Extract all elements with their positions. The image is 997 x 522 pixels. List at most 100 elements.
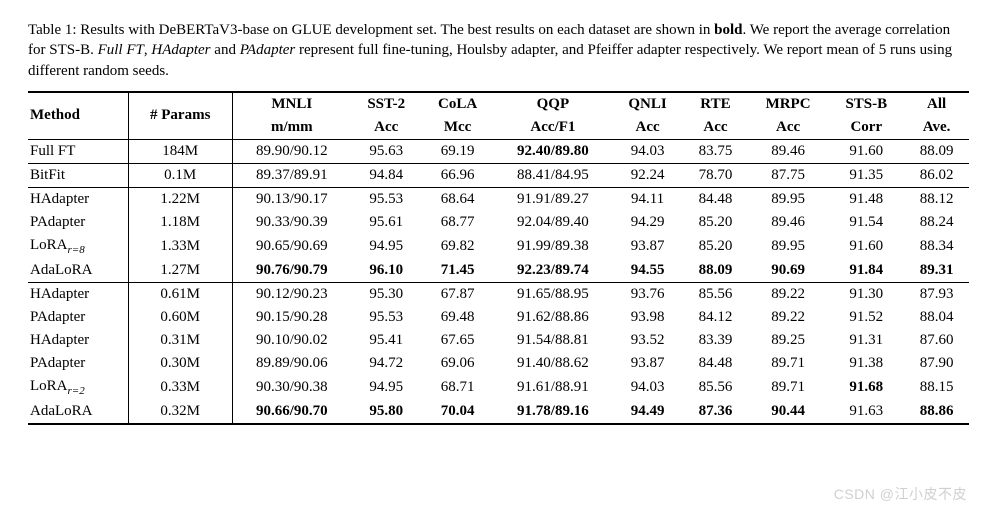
stsb-cell: 91.52 bbox=[828, 306, 904, 329]
params-cell: 1.22M bbox=[128, 187, 232, 211]
sst2-cell: 94.72 bbox=[351, 352, 421, 375]
stsb-cell: 91.68 bbox=[828, 375, 904, 400]
cola-cell: 68.64 bbox=[421, 187, 493, 211]
sst2-cell: 94.95 bbox=[351, 375, 421, 400]
all-cell: 89.31 bbox=[904, 259, 969, 283]
sst2-cell: 95.53 bbox=[351, 187, 421, 211]
mnli-cell: 90.33/90.39 bbox=[232, 211, 351, 234]
caption-italic-1: Full FT bbox=[98, 42, 144, 58]
cola-cell: 70.04 bbox=[421, 400, 493, 424]
mrpc-cell: 87.75 bbox=[748, 163, 829, 187]
stsb-cell: 91.60 bbox=[828, 234, 904, 259]
table-row: HAdapter1.22M90.13/90.1795.5368.6491.91/… bbox=[28, 187, 969, 211]
table-row: AdaLoRA1.27M90.76/90.7996.1071.4592.23/8… bbox=[28, 259, 969, 283]
sst2-cell: 95.30 bbox=[351, 282, 421, 306]
stsb-cell: 91.35 bbox=[828, 163, 904, 187]
params-cell: 1.18M bbox=[128, 211, 232, 234]
caption-bold-word: bold bbox=[714, 22, 742, 38]
stsb-cell: 91.30 bbox=[828, 282, 904, 306]
params-cell: 0.32M bbox=[128, 400, 232, 424]
all-cell: 88.34 bbox=[904, 234, 969, 259]
qqp-cell: 91.78/89.16 bbox=[494, 400, 612, 424]
rte-cell: 83.39 bbox=[683, 329, 748, 352]
table-row: PAdapter1.18M90.33/90.3995.6168.7792.04/… bbox=[28, 211, 969, 234]
cola-cell: 69.06 bbox=[421, 352, 493, 375]
method-cell: HAdapter bbox=[28, 187, 128, 211]
qqp-cell: 92.04/89.40 bbox=[494, 211, 612, 234]
subheader-rte: Acc bbox=[683, 116, 748, 140]
subheader-sst2: Acc bbox=[351, 116, 421, 140]
mrpc-cell: 89.95 bbox=[748, 234, 829, 259]
cola-cell: 68.71 bbox=[421, 375, 493, 400]
rte-cell: 85.56 bbox=[683, 375, 748, 400]
all-cell: 88.86 bbox=[904, 400, 969, 424]
stsb-cell: 91.84 bbox=[828, 259, 904, 283]
table-row: LoRAr=81.33M90.65/90.6994.9569.8291.99/8… bbox=[28, 234, 969, 259]
mrpc-cell: 89.71 bbox=[748, 352, 829, 375]
params-cell: 0.33M bbox=[128, 375, 232, 400]
stsb-cell: 91.31 bbox=[828, 329, 904, 352]
method-cell: AdaLoRA bbox=[28, 259, 128, 283]
sst2-cell: 95.63 bbox=[351, 139, 421, 163]
subheader-all: Ave. bbox=[904, 116, 969, 140]
sst2-cell: 94.95 bbox=[351, 234, 421, 259]
caption-c2: and bbox=[211, 42, 240, 58]
sst2-cell: 96.10 bbox=[351, 259, 421, 283]
qqp-cell: 91.40/88.62 bbox=[494, 352, 612, 375]
mrpc-cell: 89.22 bbox=[748, 282, 829, 306]
subheader-mnli: m/mm bbox=[232, 116, 351, 140]
rte-cell: 85.20 bbox=[683, 211, 748, 234]
mrpc-cell: 89.46 bbox=[748, 211, 829, 234]
qnli-cell: 94.55 bbox=[612, 259, 683, 283]
params-cell: 0.1M bbox=[128, 163, 232, 187]
params-cell: 1.33M bbox=[128, 234, 232, 259]
table-row: HAdapter0.61M90.12/90.2395.3067.8791.65/… bbox=[28, 282, 969, 306]
method-cell: HAdapter bbox=[28, 282, 128, 306]
qnli-cell: 93.98 bbox=[612, 306, 683, 329]
cola-cell: 69.82 bbox=[421, 234, 493, 259]
rte-cell: 84.48 bbox=[683, 187, 748, 211]
mnli-cell: 90.13/90.17 bbox=[232, 187, 351, 211]
mnli-cell: 89.90/90.12 bbox=[232, 139, 351, 163]
header-params: # Params bbox=[128, 92, 232, 140]
table-row: PAdapter0.60M90.15/90.2895.5369.4891.62/… bbox=[28, 306, 969, 329]
caption-italic-3: PAdapter bbox=[240, 42, 296, 58]
mrpc-cell: 89.46 bbox=[748, 139, 829, 163]
sst2-cell: 95.80 bbox=[351, 400, 421, 424]
table-row: PAdapter0.30M89.89/90.0694.7269.0691.40/… bbox=[28, 352, 969, 375]
header-stsb: STS-B bbox=[828, 92, 904, 116]
header-qnli: QNLI bbox=[612, 92, 683, 116]
method-cell: PAdapter bbox=[28, 306, 128, 329]
qnli-cell: 94.03 bbox=[612, 375, 683, 400]
header-qqp: QQP bbox=[494, 92, 612, 116]
rte-cell: 87.36 bbox=[683, 400, 748, 424]
mnli-cell: 90.65/90.69 bbox=[232, 234, 351, 259]
qqp-cell: 88.41/84.95 bbox=[494, 163, 612, 187]
sst2-cell: 95.41 bbox=[351, 329, 421, 352]
table-row: LoRAr=20.33M90.30/90.3894.9568.7191.61/8… bbox=[28, 375, 969, 400]
header-all: All bbox=[904, 92, 969, 116]
header-mrpc: MRPC bbox=[748, 92, 829, 116]
cola-cell: 71.45 bbox=[421, 259, 493, 283]
mnli-cell: 90.66/90.70 bbox=[232, 400, 351, 424]
qnli-cell: 93.87 bbox=[612, 234, 683, 259]
header-sst2: SST-2 bbox=[351, 92, 421, 116]
rte-cell: 78.70 bbox=[683, 163, 748, 187]
qnli-cell: 94.29 bbox=[612, 211, 683, 234]
all-cell: 88.09 bbox=[904, 139, 969, 163]
mrpc-cell: 89.25 bbox=[748, 329, 829, 352]
sst2-cell: 95.61 bbox=[351, 211, 421, 234]
header-cola: CoLA bbox=[421, 92, 493, 116]
method-cell: LoRAr=2 bbox=[28, 375, 128, 400]
subheader-mrpc: Acc bbox=[748, 116, 829, 140]
watermark: CSDN @江小皮不皮 bbox=[834, 484, 967, 504]
cola-cell: 66.96 bbox=[421, 163, 493, 187]
params-cell: 184M bbox=[128, 139, 232, 163]
subheader-cola: Mcc bbox=[421, 116, 493, 140]
mnli-cell: 90.15/90.28 bbox=[232, 306, 351, 329]
mrpc-cell: 90.69 bbox=[748, 259, 829, 283]
qqp-cell: 91.62/88.86 bbox=[494, 306, 612, 329]
rte-cell: 84.48 bbox=[683, 352, 748, 375]
qqp-cell: 91.54/88.81 bbox=[494, 329, 612, 352]
cola-cell: 67.65 bbox=[421, 329, 493, 352]
